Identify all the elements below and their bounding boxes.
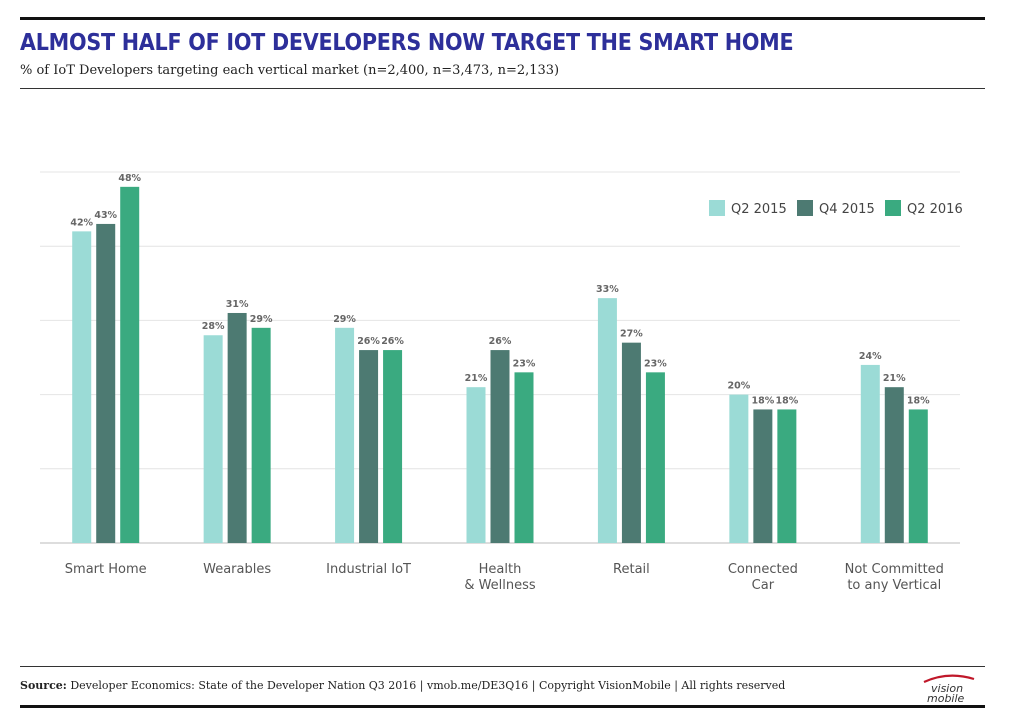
data-label: 31% — [226, 299, 249, 310]
bar — [597, 298, 617, 543]
source-footer: Source: Developer Economics: State of th… — [20, 679, 785, 692]
category-label: Industrial IoT — [326, 562, 411, 577]
data-label: 43% — [94, 210, 117, 221]
data-label: 18% — [907, 395, 930, 406]
data-label: 18% — [751, 395, 774, 406]
bar — [645, 372, 665, 543]
legend-label: Q2 2016 — [907, 202, 963, 217]
category-label: Car — [752, 578, 775, 593]
legend-label: Q4 2015 — [819, 202, 875, 217]
bar — [777, 409, 797, 543]
chart-subtitle: % of IoT Developers targeting each verti… — [20, 63, 560, 78]
legend-swatch — [709, 200, 725, 216]
category-label: & Wellness — [464, 578, 536, 593]
bar — [621, 342, 641, 543]
source-label: Source: — [20, 679, 67, 692]
legend-swatch — [885, 200, 901, 216]
data-label: 26% — [489, 336, 512, 347]
bar — [514, 372, 534, 543]
bar — [753, 409, 773, 543]
bar — [359, 350, 379, 543]
bar — [860, 364, 880, 543]
data-label: 24% — [859, 351, 882, 362]
svg-text:vision: vision — [931, 682, 963, 695]
data-label: 21% — [883, 373, 906, 384]
bottom-rule — [20, 705, 985, 708]
data-label: 48% — [118, 173, 141, 184]
data-label: 21% — [465, 373, 488, 384]
bar — [96, 223, 116, 543]
svg-text:mobile: mobile — [927, 692, 965, 703]
bar — [335, 327, 355, 543]
bar — [383, 350, 403, 543]
data-label: 42% — [70, 217, 93, 228]
category-label: Smart Home — [65, 562, 147, 577]
data-label: 28% — [202, 321, 225, 332]
bar — [227, 312, 247, 543]
category-label: Health — [479, 562, 522, 577]
data-label: 26% — [381, 336, 404, 347]
chart-title: ALMOST HALF OF IOT DEVELOPERS NOW TARGET… — [20, 30, 794, 56]
bar — [203, 335, 223, 543]
top-rule — [20, 17, 985, 20]
bar — [884, 387, 904, 543]
bar — [729, 394, 749, 543]
category-label: Wearables — [203, 562, 271, 577]
data-label: 29% — [250, 314, 273, 325]
bar — [908, 409, 928, 543]
data-label: 29% — [333, 314, 356, 325]
data-label: 33% — [596, 284, 619, 295]
bar — [251, 327, 271, 543]
legend-swatch — [797, 200, 813, 216]
data-label: 20% — [727, 381, 750, 392]
source-text: Developer Economics: State of the Develo… — [70, 679, 786, 692]
bar — [120, 186, 140, 543]
data-label: 23% — [644, 358, 667, 369]
data-label: 27% — [620, 329, 643, 340]
header-rule — [20, 88, 985, 89]
bar-chart: 42%43%48%Smart Home28%31%29%Wearables29%… — [40, 171, 963, 593]
category-label: Retail — [613, 562, 650, 577]
bar — [72, 231, 92, 544]
category-label: Not Committed — [845, 562, 944, 577]
legend-label: Q2 2015 — [731, 202, 787, 217]
bar — [466, 387, 486, 543]
data-label: 18% — [775, 395, 798, 406]
data-label: 26% — [357, 336, 380, 347]
footer-rule — [20, 666, 985, 667]
category-label: Connected — [728, 562, 798, 577]
bar — [490, 350, 510, 543]
data-label: 23% — [513, 358, 536, 369]
category-label: to any Vertical — [847, 578, 941, 593]
visionmobile-logo: vision mobile — [923, 674, 975, 703]
